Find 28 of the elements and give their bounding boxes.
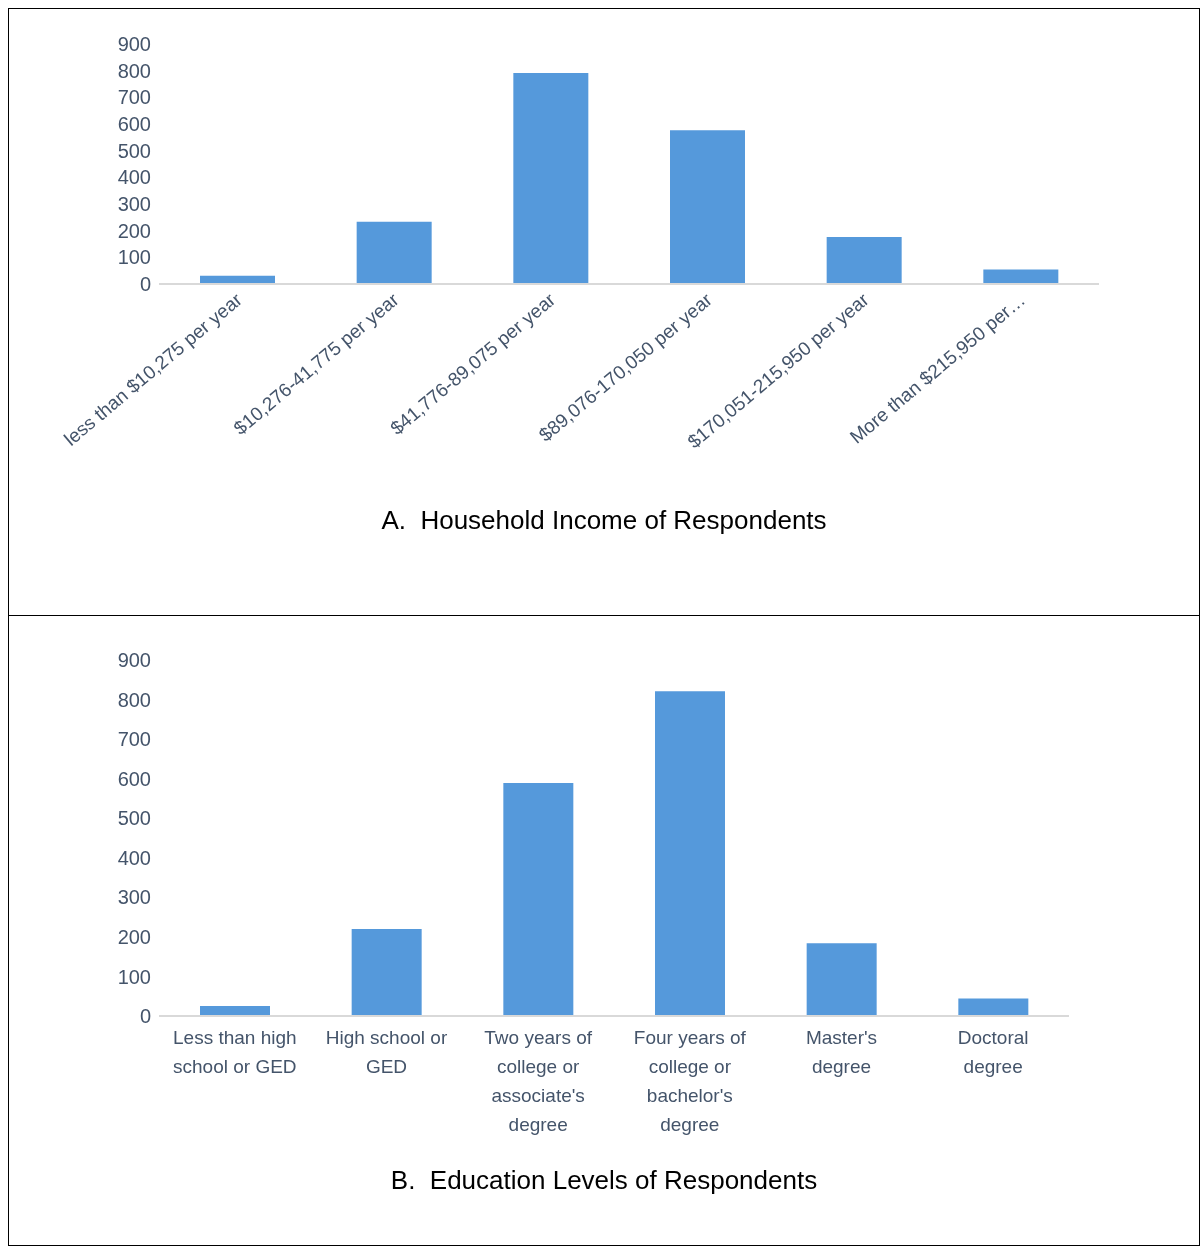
y-tick-label: 200 xyxy=(117,219,151,242)
x-tick-label: Two years of college or associate's degree xyxy=(484,1027,593,1135)
y-tick-label: 300 xyxy=(117,886,151,909)
x-tick-label: Less than high school or GED xyxy=(173,1027,297,1077)
y-tick-label: 800 xyxy=(117,688,151,711)
text: B. Education Levels of Respondents xyxy=(389,1165,819,1196)
y-tick-label: 400 xyxy=(117,166,151,189)
y-tick-label: 700 xyxy=(117,86,151,109)
y-tick-label: 100 xyxy=(117,965,151,988)
text: A. Household Income of Respondents xyxy=(380,505,828,536)
x-tick-label: Doctoral degree xyxy=(957,1027,1029,1077)
y-tick-label: 800 xyxy=(117,59,151,82)
x-tick-label: Four years of college or bachelor's degree xyxy=(633,1027,747,1135)
y-tick-label: 600 xyxy=(117,113,151,136)
y-tick-label: 600 xyxy=(117,767,151,790)
x-tick-label: Master's degree xyxy=(805,1027,878,1077)
y-tick-label: 900 xyxy=(117,649,151,672)
y-tick-label: 100 xyxy=(117,246,151,269)
y-tick-label: 200 xyxy=(117,925,151,948)
x-tick-label: High school or GED xyxy=(325,1027,448,1077)
y-tick-label: 500 xyxy=(117,139,151,162)
y-tick-label: 300 xyxy=(117,193,151,216)
y-tick-label: 0 xyxy=(139,1005,151,1028)
y-tick-label: 400 xyxy=(117,846,151,869)
y-tick-label: 700 xyxy=(117,728,151,751)
y-tick-label: 0 xyxy=(139,273,151,296)
y-tick-label: 500 xyxy=(117,807,151,830)
y-tick-label: 900 xyxy=(117,33,151,56)
